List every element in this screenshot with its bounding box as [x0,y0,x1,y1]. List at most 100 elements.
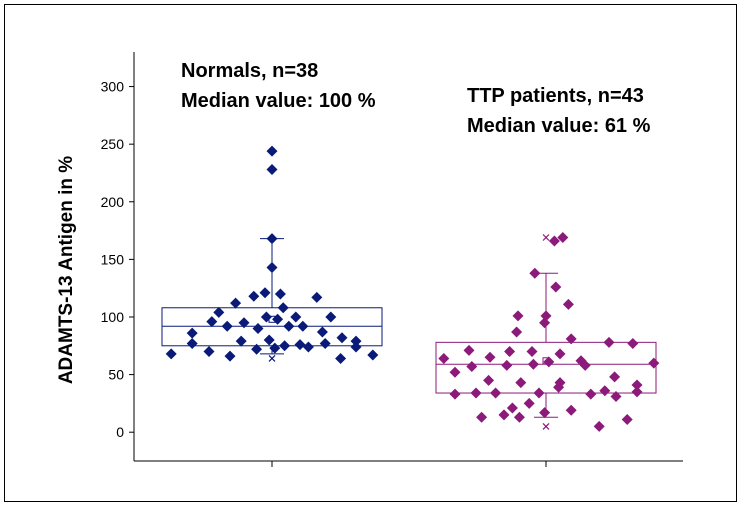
normals-point [238,317,250,329]
ttp-patients-point [539,407,551,419]
ttp-patients-point [513,411,525,423]
normals-point [213,306,225,318]
ttp-patients-point [585,388,597,400]
normals-point [263,334,275,346]
normals-point [260,311,272,323]
ttp-patients-box [435,234,657,430]
ttp-patients-point [621,414,633,426]
max-marker [542,234,550,241]
ttp-patients-point [565,404,577,416]
ttp-patients-point [548,235,560,247]
normals-point [224,350,236,362]
ttp-patients-point [490,387,502,399]
normals-point [248,290,260,302]
normals-point [336,332,348,344]
normals-point [266,233,278,245]
ttp-patients-point [554,377,566,389]
normals-point [269,342,281,354]
ttp-annotation-line-2: Median value: 61 % [467,115,651,137]
ttp-patients-point [631,386,643,398]
y-ticks: 0 50 100 150 200 250 300 [101,79,134,440]
ttp-patients-point [449,366,461,378]
ttp-patients-point [512,310,524,322]
ttp-patients-point [627,337,639,349]
ttp-patients-point [484,351,496,363]
iqr-box [435,341,657,394]
ttp-patients-point [498,409,510,421]
normals-point [186,337,198,349]
normals-annotation-line-1: Normals, n=38 [181,60,319,82]
ttp-patients-point [565,333,577,345]
ttp-patients-point [631,379,643,391]
normals-point [283,320,295,332]
normals-annotation-line-2: Median value: 100 % [181,90,376,112]
normals-point [279,340,291,352]
ttp-patients-point [610,390,622,402]
ttp-patients-point [648,357,660,369]
y-tick-label: 200 [101,194,125,210]
ttp-patients-point [539,317,551,329]
normals-point [350,341,362,353]
y-tick-label: 300 [101,79,125,95]
data-points [165,145,660,432]
normals-point [325,311,337,323]
ttp-patients-point [593,420,605,432]
normals-point [266,145,278,157]
ttp-patients-point [511,326,523,338]
normals-point [206,316,218,328]
ttp-patients-point [466,361,478,373]
normals-point [221,320,233,332]
ttp-patients-point [550,281,562,293]
ttp-patients-point [554,348,566,360]
normals-point [252,323,264,335]
ttp-patients-point [603,336,615,348]
ttp-patients-point [543,356,555,368]
normals-point [294,339,306,351]
y-tick-label: 150 [101,251,125,267]
ttp-patients-point [533,387,545,399]
normals-point [311,291,323,303]
y-tick-label: 250 [101,136,125,152]
ttp-patients-point [476,411,488,423]
normals-point [165,348,177,360]
ttp-patients-point [523,397,535,409]
normals-point [259,287,271,299]
ttp-patients-point [526,346,538,358]
normals-point [350,335,362,347]
ttp-patients-point [540,310,552,322]
normals-point [319,337,331,349]
ttp-patients-point [529,267,541,279]
normals-point [277,302,289,314]
y-tick-label: 0 [116,424,124,440]
ttp-patients-point [463,344,475,356]
ttp-patients-point [557,231,569,243]
x-ticks [271,461,547,467]
normals-point [235,335,247,347]
ttp-patients-point [506,402,518,414]
y-axis-label: ADAMTS-13 Antigen in % [56,156,77,384]
ttp-patients-point [470,387,482,399]
normals-point [203,346,215,358]
normals-point [230,297,242,309]
ttp-patients-point [504,346,516,358]
y-tick-label: 100 [101,309,125,325]
normals-point [316,326,328,338]
ttp-patients-point [449,388,461,400]
chart-frame [4,4,737,502]
ttp-patients-point [483,374,495,386]
ttp-patients-point [527,358,539,370]
min-marker [268,355,276,362]
ttp-annotation: TTP patients, n=43 Median value: 61 % [467,81,650,141]
normals-point [266,261,278,273]
normals-point [297,320,309,332]
ttp-patients-point [501,359,513,371]
normals-annotation: Normals, n=38 Median value: 100 % [181,56,376,116]
ttp-annotation-line-1: TTP patients, n=43 [467,85,644,107]
normals-point [302,341,314,353]
normals-point [274,288,286,300]
box-group [161,234,657,430]
y-tick-label: 50 [108,367,124,383]
normals-point [335,352,347,364]
ttp-patients-point [562,298,574,310]
